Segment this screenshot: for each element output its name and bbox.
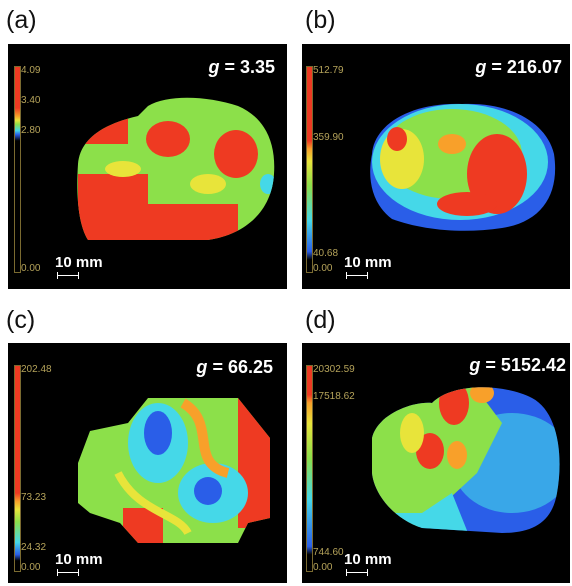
colorbar-tick-b-2: 40.68 (313, 248, 339, 259)
scale-bar-d (346, 569, 368, 576)
panel-label-d: (d) (305, 306, 336, 334)
g-value-d: g = 5152.42 (469, 355, 566, 375)
scale-label-d: 10 mm (344, 551, 392, 568)
heatmap-image-a (77, 97, 275, 240)
colorbar-tick-c-0: 202.48 (21, 364, 52, 375)
colorbar-tick-a-3: 0.00 (21, 263, 41, 274)
colorbar-tick-d-1: 17518.62 (313, 391, 355, 402)
colorbar-tick-c-2: 24.32 (21, 542, 47, 553)
colorbar-tick-d-0: 20302.59 (313, 364, 355, 375)
colorbar-tick-b-3: 0.00 (313, 263, 333, 274)
panel-label-a: (a) (6, 6, 37, 34)
g-value-c: g = 66.25 (196, 357, 273, 377)
g-value-a: g = 3.35 (208, 57, 275, 77)
panel-label-c: (c) (6, 306, 36, 334)
heatmap-panel-d: 20302.59 17518.62 744.60 0.00 g = 5152.4… (302, 343, 570, 583)
scale-bar-a (57, 272, 79, 279)
g-value-b: g = 216.07 (475, 57, 562, 77)
colorbar-c (14, 365, 21, 572)
colorbar-d (306, 365, 313, 572)
heatmap-panel-b: 512.79 359.90 40.68 0.00 g = 216.07 10 m… (302, 44, 570, 289)
colorbar-tick-c-1: 73.23 (21, 492, 47, 503)
colorbar-tick-c-3: 0.00 (21, 562, 41, 573)
colorbar-tick-a-2: 2.80 (21, 125, 41, 136)
colorbar-tick-d-2: 744.60 (313, 547, 344, 558)
heatmap-panel-c: 202.48 73.23 24.32 0.00 g = 66.25 10 mm (8, 343, 287, 583)
colorbar-b (306, 66, 313, 273)
heatmap-image-b (370, 103, 556, 231)
scale-label-b: 10 mm (344, 254, 392, 271)
colorbar-tick-a-0: 4.09 (21, 65, 41, 76)
panel-label-b: (b) (305, 6, 336, 34)
scale-label-c: 10 mm (55, 551, 103, 568)
scale-bar-b (346, 272, 368, 279)
colorbar-tick-a-1: 3.40 (21, 95, 41, 106)
colorbar-tick-b-0: 512.79 (313, 65, 344, 76)
colorbar-a (14, 66, 21, 273)
colorbar-tick-d-3: 0.00 (313, 562, 333, 573)
heatmap-image-c (78, 398, 270, 543)
scale-bar-c (57, 569, 79, 576)
heatmap-panel-a: 4.09 3.40 2.80 0.00 g = 3.35 10 mm (8, 44, 287, 289)
scale-label-a: 10 mm (55, 254, 103, 271)
colorbar-tick-b-1: 359.90 (313, 132, 344, 143)
heatmap-image-d (372, 387, 560, 534)
